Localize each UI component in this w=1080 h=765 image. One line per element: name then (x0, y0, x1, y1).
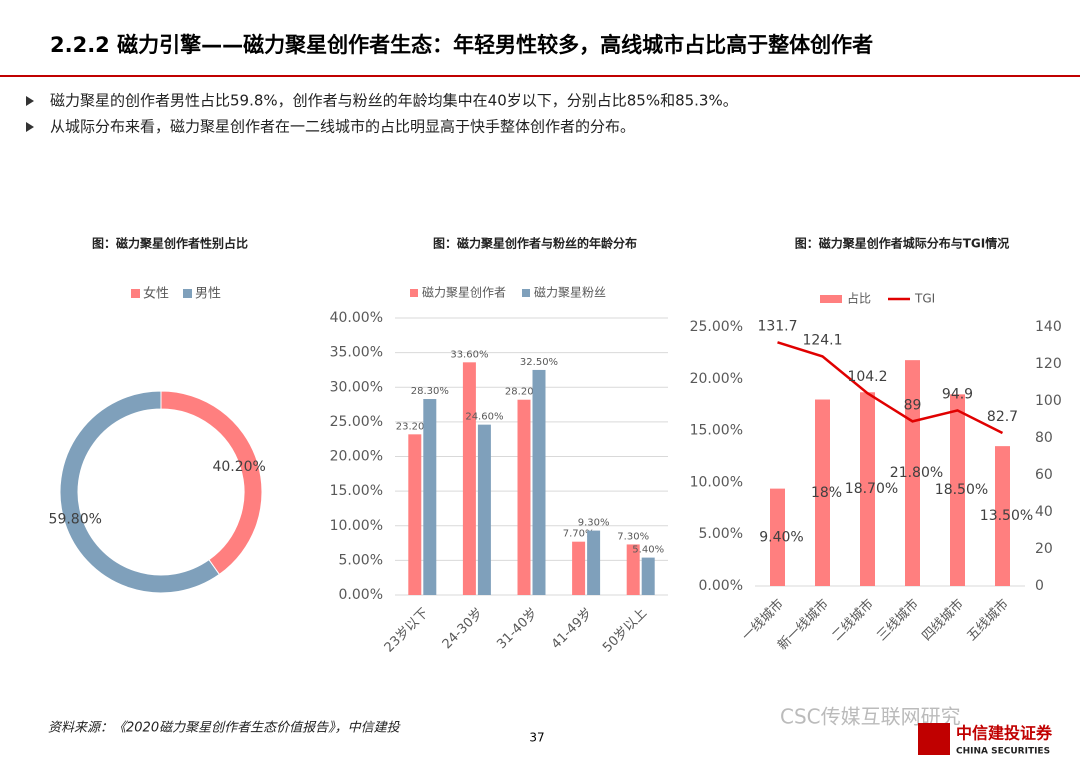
data-label: 28.20% (505, 387, 543, 398)
y-tick-label: 25.00% (690, 319, 743, 335)
bar (860, 392, 875, 586)
data-label: 89 (904, 397, 922, 413)
legend-label: 男性 (195, 287, 221, 302)
y-tick-label: 5.00% (339, 552, 383, 568)
data-label: 18.50% (935, 482, 988, 498)
legend-swatch (820, 295, 842, 303)
legend-label: 占比 (847, 291, 871, 306)
legend-label: 磁力聚星创作者 (422, 285, 506, 300)
data-label: 28.30% (411, 386, 449, 397)
data-label: 21.80% (890, 465, 943, 481)
chart-title: 图：磁力聚星创作者与粉丝的年龄分布 (433, 236, 637, 251)
y-tick-label: 10.00% (690, 474, 743, 490)
y2-tick-label: 120 (1035, 356, 1062, 372)
data-label: 32.50% (520, 357, 558, 368)
logo-icon (918, 723, 950, 755)
data-label: 131.7 (757, 318, 797, 334)
legend-swatch (410, 289, 418, 297)
y-tick-label: 40.00% (330, 310, 383, 326)
chart-title: 图：磁力聚星创作者城际分布与TGI情况 (795, 236, 1010, 251)
logo: 中信建投证券 (956, 724, 1053, 743)
y-tick-label: 20.00% (690, 371, 743, 387)
y-tick-label: 5.00% (699, 526, 743, 542)
data-label: 23.20% (396, 421, 434, 432)
data-label: 124.1 (802, 332, 842, 348)
chart-title: 图：磁力聚星创作者性别占比 (92, 236, 248, 251)
y-tick-label: 15.00% (330, 483, 383, 499)
data-label: 18.70% (845, 481, 898, 497)
logo-en: CHINA SECURITIES (956, 747, 1050, 757)
data-label: 59.80% (49, 511, 102, 527)
data-label: 7.30% (617, 531, 649, 542)
y-tick-label: 20.00% (330, 449, 383, 465)
y2-tick-label: 60 (1035, 467, 1053, 483)
bullet-marker (26, 96, 34, 106)
bar (572, 541, 586, 595)
y2-tick-label: 80 (1035, 430, 1053, 446)
slide-title: 2.2.2 磁力引擎——磁力聚星创作者生态：年轻男性较多，高线城市占比高于整体创… (50, 33, 873, 57)
bullet-marker (26, 122, 34, 132)
y-tick-label: 0.00% (339, 587, 383, 603)
bar (587, 530, 601, 595)
y-tick-label: 10.00% (330, 518, 383, 534)
bullet: 从城际分布来看，磁力聚星创作者在一二线城市的占比明显高于快手整体创作者的分布。 (50, 118, 635, 136)
bar (905, 360, 920, 586)
source: 资料来源：《2020磁力聚星创作者生态价值报告》，中信建投 (48, 721, 401, 736)
bar (477, 424, 491, 595)
legend-swatch (183, 289, 192, 298)
legend-label: 磁力聚星粉丝 (534, 285, 606, 300)
legend-swatch (522, 289, 530, 297)
bar (462, 362, 476, 595)
bar (626, 544, 640, 595)
data-label: 9.30% (578, 518, 610, 529)
data-label: 40.20% (212, 459, 265, 475)
data-label: 13.50% (980, 508, 1033, 524)
y2-tick-label: 0 (1035, 578, 1044, 594)
bar (815, 399, 830, 586)
data-label: 82.7 (987, 409, 1018, 425)
data-label: 33.60% (450, 349, 488, 360)
data-label: 9.40% (759, 529, 803, 545)
bar (408, 434, 422, 595)
y-tick-label: 25.00% (330, 414, 383, 430)
bar (641, 557, 655, 595)
data-label: 5.40% (632, 545, 664, 556)
line (777, 341, 1004, 435)
data-label: 18% (811, 485, 842, 501)
y2-tick-label: 40 (1035, 504, 1053, 520)
y2-tick-label: 140 (1035, 319, 1062, 335)
donut-slice (59, 390, 221, 594)
y2-tick-label: 100 (1035, 393, 1062, 409)
data-label: 7.70% (563, 529, 595, 540)
y2-tick-label: 20 (1035, 541, 1053, 557)
bar (423, 399, 437, 595)
legend-label: TGI (914, 292, 935, 306)
data-label: 94.9 (942, 386, 973, 402)
bar (770, 488, 785, 586)
y-tick-label: 15.00% (690, 423, 743, 439)
bullet: 磁力聚星的创作者男性占比59.8%，创作者与粉丝的年龄均集中在40岁以下，分别占… (50, 92, 738, 110)
y-tick-label: 35.00% (330, 345, 383, 361)
data-label: 24.60% (465, 412, 503, 423)
bar (517, 399, 531, 595)
bar (995, 446, 1010, 586)
legend-label: 女性 (143, 286, 169, 302)
legend-swatch (131, 289, 140, 298)
data-label: 104.2 (847, 369, 887, 385)
page-number: 37 (529, 731, 544, 745)
y-tick-label: 30.00% (330, 379, 383, 395)
bar (950, 394, 965, 586)
bar (532, 369, 546, 595)
y-tick-label: 0.00% (699, 578, 743, 594)
